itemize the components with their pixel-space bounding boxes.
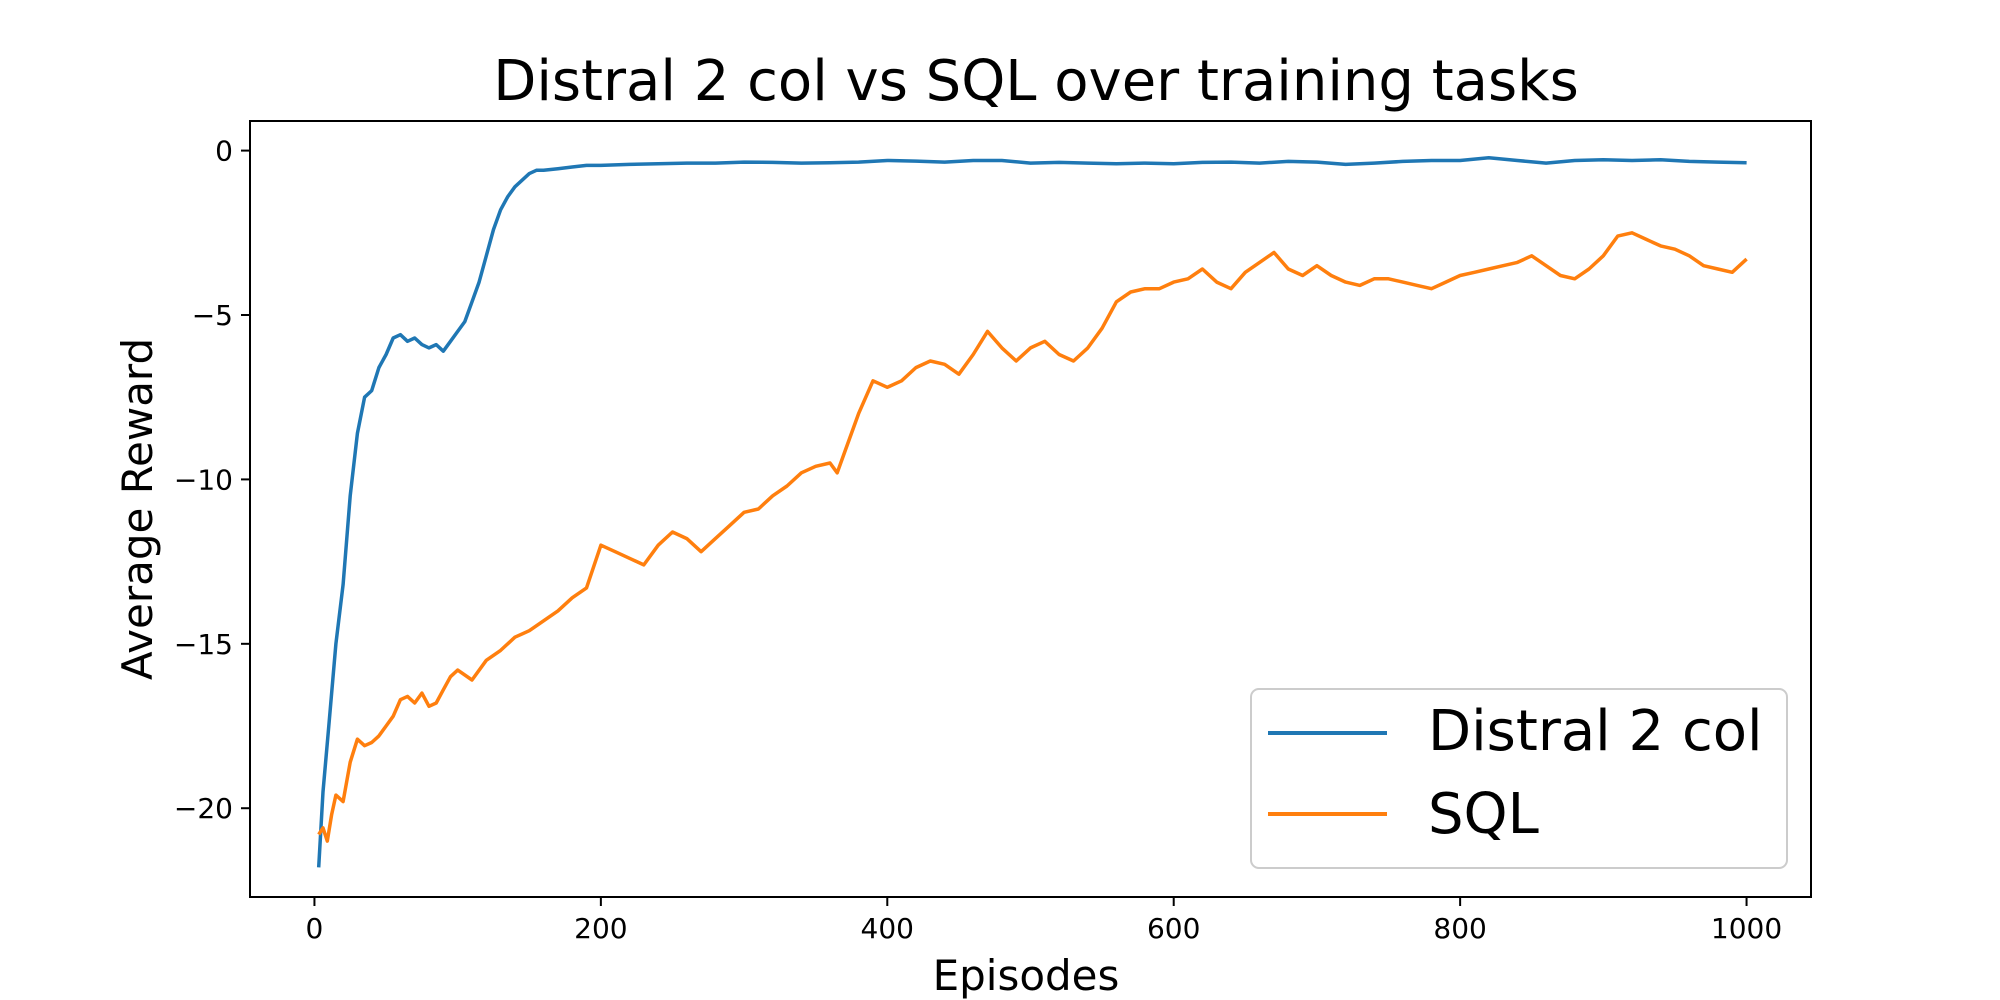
legend-label-distral-2-col: Distral 2 col [1428, 699, 1763, 764]
y-axis-label: Average Reward [113, 338, 162, 680]
x-axis: 0 200 400 600 800 1000 [306, 897, 1782, 945]
axes-frame [249, 120, 1812, 898]
legend: Distral 2 col SQL [1250, 688, 1788, 869]
x-tick-label: 200 [574, 912, 627, 945]
x-tick-label: 1000 [1711, 912, 1782, 945]
y-tick-label: 0 [215, 135, 233, 168]
y-tick-label: −20 [174, 792, 233, 825]
legend-label-sql: SQL [1428, 782, 1539, 847]
series-line-distral-2-col [316, 156, 1747, 868]
x-tick-label: 400 [861, 912, 914, 945]
x-tick-label: 800 [1433, 912, 1486, 945]
y-tick-label: −5 [192, 299, 233, 332]
plot-area [316, 156, 1748, 868]
series-line-sql [317, 231, 1748, 843]
x-tick-label: 0 [306, 912, 324, 945]
x-tick-label: 600 [1147, 912, 1200, 945]
x-axis-label: Episodes [933, 951, 1120, 1000]
y-tick-label: −15 [174, 628, 233, 661]
y-axis: 0 −5 −10 −15 −20 [174, 135, 250, 825]
chart-title: Distral 2 col vs SQL over training tasks [493, 49, 1579, 114]
y-tick-label: −10 [174, 463, 233, 496]
